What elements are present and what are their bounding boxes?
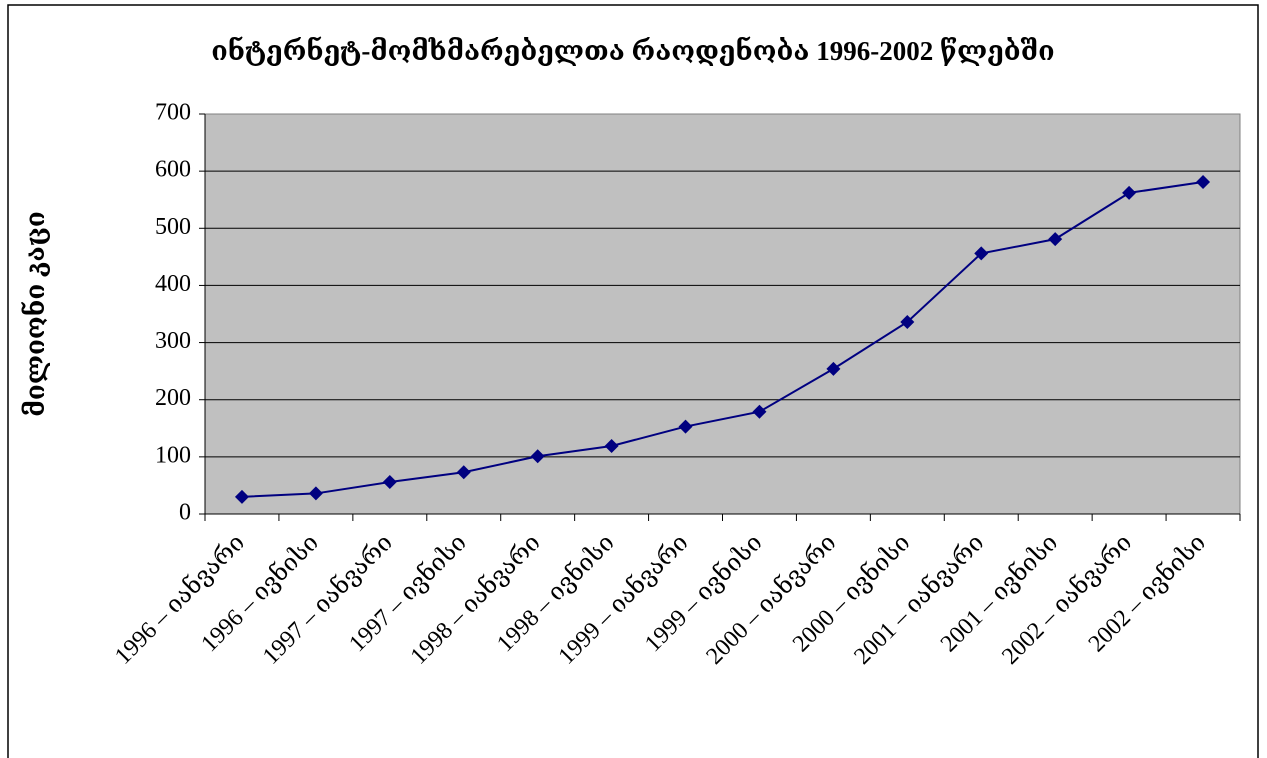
data-point: [234, 489, 249, 504]
y-tick-label: 500: [155, 214, 191, 240]
chart-title: ინტერნეტ-მომხმარებელთა რაოდენობა 1996-20…: [211, 36, 1054, 66]
data-point: [604, 439, 619, 453]
data-point: [456, 465, 471, 480]
y-tick-label: 0: [179, 500, 191, 526]
data-point: [752, 404, 767, 419]
data-point: [900, 315, 915, 329]
y-tick-label: 400: [155, 271, 191, 297]
y-axis-label: მილიონი კაცი: [20, 211, 50, 417]
y-tick-label: 300: [155, 328, 191, 354]
y-tick-label: 200: [155, 385, 191, 411]
data-point: [1048, 232, 1063, 247]
data-point: [678, 419, 693, 434]
data-point: [826, 361, 841, 376]
data-point: [382, 475, 397, 489]
data-point: [308, 486, 323, 501]
data-point: [974, 246, 989, 261]
data-point: [1122, 185, 1137, 200]
y-tick-label: 100: [155, 442, 191, 468]
series-line: [241, 181, 1204, 498]
data-point: [530, 449, 545, 464]
data-point: [1196, 175, 1211, 189]
plot-area: [204, 113, 1241, 515]
y-tick-label: 600: [155, 157, 191, 183]
y-tick-label: 700: [155, 100, 191, 126]
